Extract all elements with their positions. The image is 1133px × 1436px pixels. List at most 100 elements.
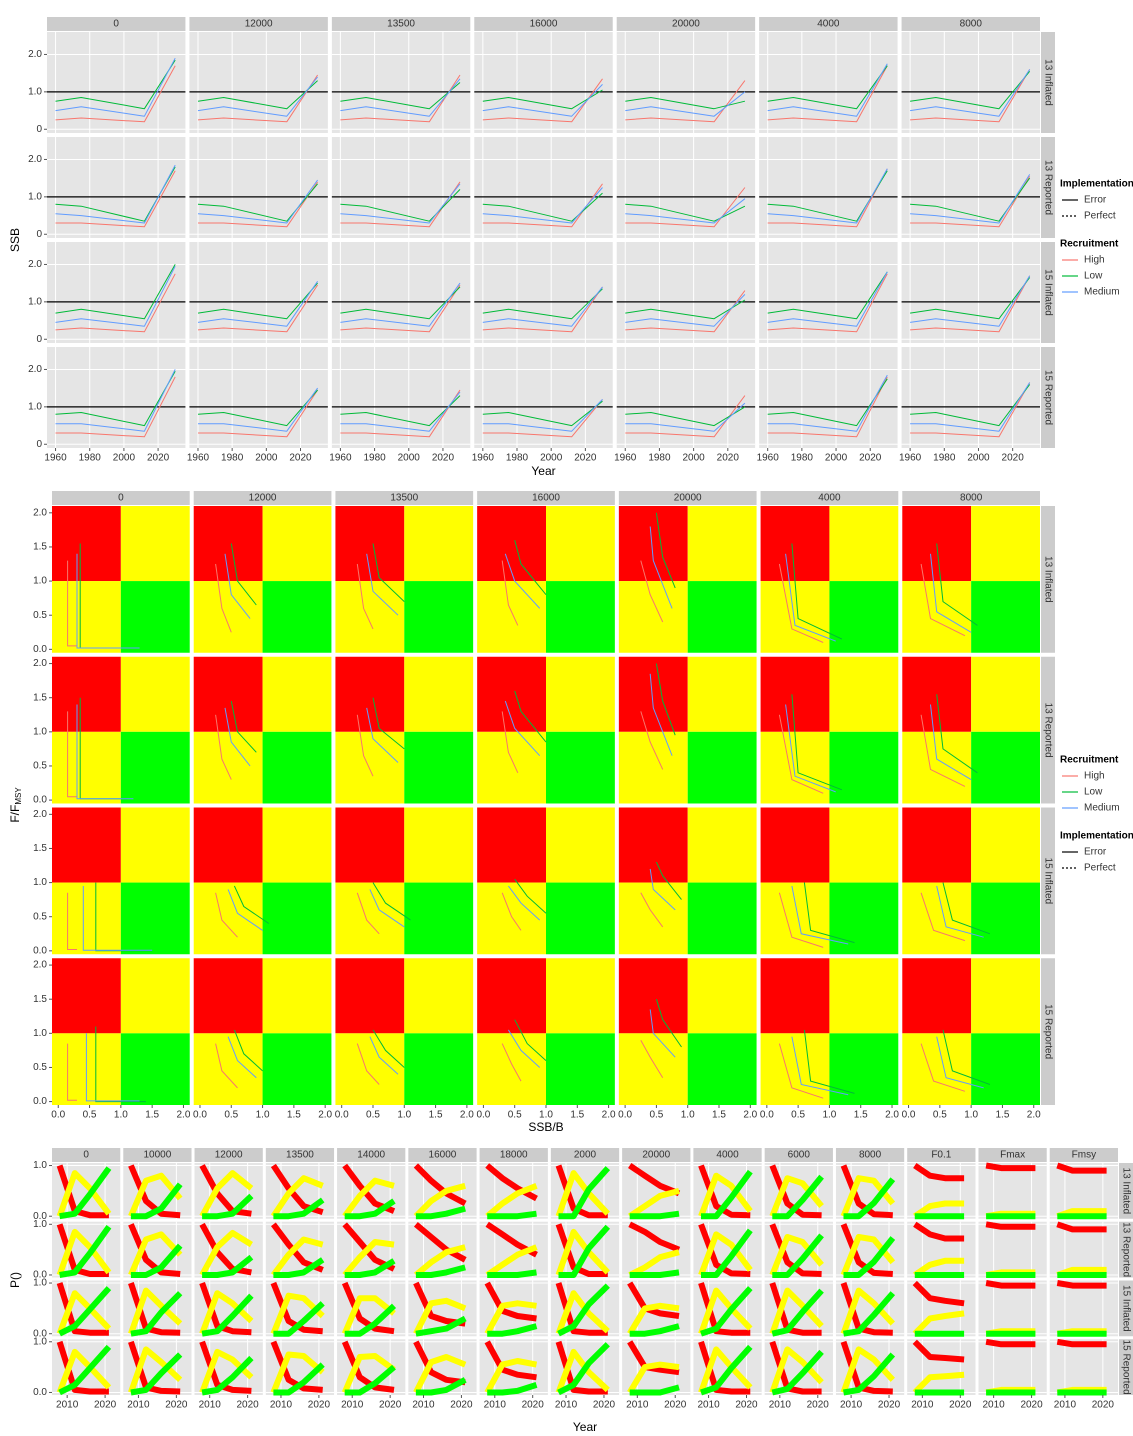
x-tick-label: 0.0 [618, 1110, 632, 1121]
trajectory [778, 892, 824, 948]
series-line [912, 1339, 965, 1363]
series-line [912, 1371, 965, 1395]
series-line [482, 89, 603, 110]
y-tick-label: 2.0 [33, 507, 47, 518]
x-tick-label: 1.5 [570, 1110, 584, 1121]
trajectory [227, 889, 263, 931]
series-line [767, 376, 888, 438]
trajectory [372, 697, 405, 750]
panel-background [616, 242, 756, 343]
series-line [55, 57, 176, 117]
quadrant [760, 958, 830, 1034]
series-line [340, 389, 461, 438]
series-line [55, 264, 176, 320]
x-tick-label: 1980 [648, 453, 671, 464]
series-line [767, 374, 888, 432]
series-line [767, 271, 888, 327]
series-line [840, 1287, 895, 1335]
trajectory [356, 892, 380, 935]
series-line [767, 168, 888, 224]
series-line [629, 1323, 680, 1337]
series-line [130, 1243, 183, 1278]
trajectory [215, 563, 232, 633]
series-line [628, 1163, 681, 1197]
x-tick-label: 2020 [237, 1400, 260, 1411]
quadrant [618, 807, 688, 883]
quadrant [335, 581, 405, 653]
x-tick-label: 0.5 [508, 1110, 522, 1121]
facet-label: 15 Reported [1120, 1340, 1131, 1395]
quadrant [902, 656, 972, 732]
facet-strip [550, 1148, 620, 1162]
series-line [485, 1183, 538, 1219]
series-line [910, 275, 1031, 327]
trajectory [936, 694, 978, 774]
panel-background [616, 137, 756, 238]
quadrant [120, 581, 190, 653]
quadrant [52, 506, 121, 582]
series-line [197, 183, 318, 222]
y-tick-label: 1.0 [33, 1028, 47, 1039]
quadrant [262, 656, 332, 732]
panel-background [901, 32, 1040, 133]
series-line [482, 399, 603, 432]
series-line [341, 1281, 395, 1335]
quadrant [902, 581, 972, 653]
series-line [487, 1269, 537, 1278]
quadrant [618, 882, 688, 955]
series-line [912, 1280, 965, 1307]
legend-label: High [1084, 255, 1105, 266]
series-line [769, 1175, 824, 1218]
series-line [913, 1163, 965, 1182]
series-line [55, 65, 176, 123]
y-tick-label: 0 [36, 439, 42, 450]
series-line [910, 69, 1031, 117]
series-line [56, 1228, 112, 1276]
quadrant [618, 731, 688, 804]
legend-label: Low [1084, 787, 1103, 798]
quadrant [902, 958, 972, 1034]
series-line [910, 177, 1031, 222]
facet-strip [1041, 137, 1055, 238]
panel-background [616, 347, 756, 448]
quadrant [120, 506, 190, 582]
series-line [484, 1358, 538, 1394]
x-axis-label: SSB/B [528, 1120, 563, 1134]
quadrant [404, 506, 474, 582]
series-line [342, 1239, 395, 1277]
facet-strip [52, 491, 190, 505]
series-line [1056, 1338, 1107, 1348]
x-tick-label: 2010 [697, 1400, 720, 1411]
panel-background [189, 32, 328, 133]
facet-strip [835, 1148, 905, 1162]
facet-strip [335, 491, 474, 505]
trajectory [76, 553, 140, 649]
facet-label: 16000 [530, 19, 558, 30]
x-tick-label: 2.0 [1027, 1110, 1041, 1121]
trajectory [920, 1043, 966, 1092]
y-axis-label-main: P() [8, 1272, 22, 1288]
facet-strip [477, 491, 615, 505]
quadrant [477, 807, 546, 883]
series-line [340, 183, 461, 224]
quadrant [404, 958, 474, 1034]
series-line [482, 400, 603, 427]
y-tick-label: 1.0 [28, 401, 42, 412]
series-line [55, 371, 176, 427]
trajectory [356, 1043, 380, 1085]
facet-strip [1041, 347, 1055, 448]
series-line [555, 1290, 610, 1335]
series-line [558, 1224, 611, 1278]
trajectory [514, 878, 547, 914]
series-line [482, 288, 603, 320]
quadrant [829, 581, 899, 653]
trajectory [640, 892, 664, 928]
x-tick-label: 2010 [983, 1400, 1006, 1411]
y-tick-label: 2.0 [28, 364, 42, 375]
x-tick-label: 2.0 [602, 1110, 616, 1121]
facet-label: 0 [113, 19, 119, 30]
series-line [910, 70, 1031, 110]
x-tick-label: 2020 [807, 1400, 830, 1411]
quadrant [546, 958, 615, 1034]
y-tick-label: 1.5 [33, 542, 47, 553]
